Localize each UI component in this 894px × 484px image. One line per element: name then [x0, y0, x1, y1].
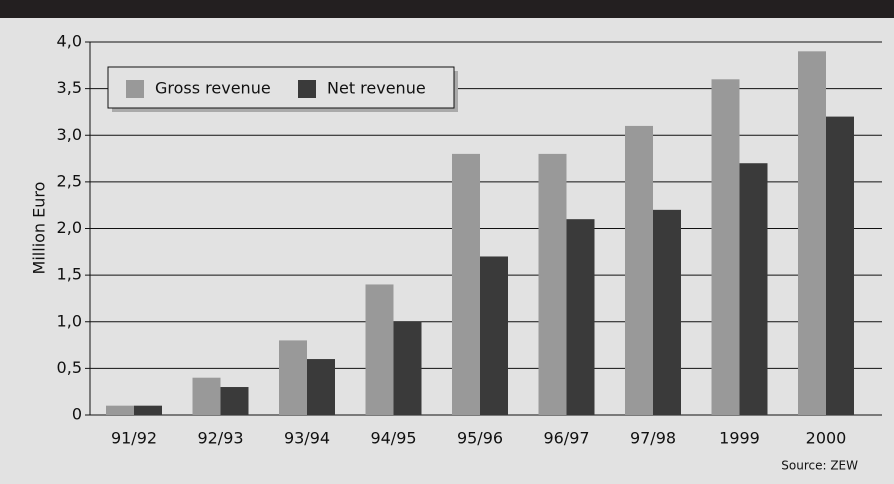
y-tick-label: 3,5	[57, 78, 82, 97]
x-tick-label: 92/93	[197, 429, 243, 448]
legend-swatch	[298, 80, 316, 98]
bar	[220, 387, 249, 415]
y-tick-label: 2,5	[57, 171, 82, 190]
bar	[711, 79, 740, 416]
legend-label: Net revenue	[327, 79, 426, 98]
bar	[307, 359, 335, 415]
bar	[566, 219, 595, 415]
bar	[192, 377, 221, 415]
x-tick-label: 95/96	[457, 429, 503, 448]
source-note: Source: ZEW	[781, 459, 858, 473]
bar	[538, 153, 567, 415]
y-tick-label: 1,5	[57, 265, 82, 284]
y-tick-label: 2,0	[57, 218, 82, 237]
x-tick-label: 97/98	[630, 429, 676, 448]
bar	[279, 340, 307, 415]
bar	[393, 321, 422, 415]
bar	[365, 284, 394, 415]
bar	[625, 125, 653, 416]
x-tick-label: 94/95	[370, 429, 416, 448]
bar	[106, 405, 134, 415]
y-tick-label: 0	[72, 405, 82, 424]
x-tick-label: 1999	[719, 429, 760, 448]
bar	[739, 163, 768, 415]
x-tick-label: 2000	[806, 429, 847, 448]
bar	[134, 405, 162, 415]
bar	[798, 51, 826, 415]
x-tick-label: 96/97	[543, 429, 589, 448]
x-tick-label: 91/92	[111, 429, 157, 448]
header-bar	[0, 0, 894, 18]
y-tick-label: 0,5	[57, 358, 82, 377]
y-tick-label: 3,0	[57, 125, 82, 144]
bar	[452, 153, 480, 415]
bar	[480, 256, 508, 415]
y-axis-title: Million Euro	[30, 182, 49, 275]
bar	[653, 209, 681, 415]
legend-label: Gross revenue	[155, 79, 271, 98]
bar	[826, 116, 854, 415]
y-tick-label: 4,0	[57, 32, 82, 51]
legend-swatch	[126, 80, 144, 98]
y-tick-label: 1,0	[57, 311, 82, 330]
x-tick-label: 93/94	[284, 429, 330, 448]
legend-box	[107, 66, 455, 109]
